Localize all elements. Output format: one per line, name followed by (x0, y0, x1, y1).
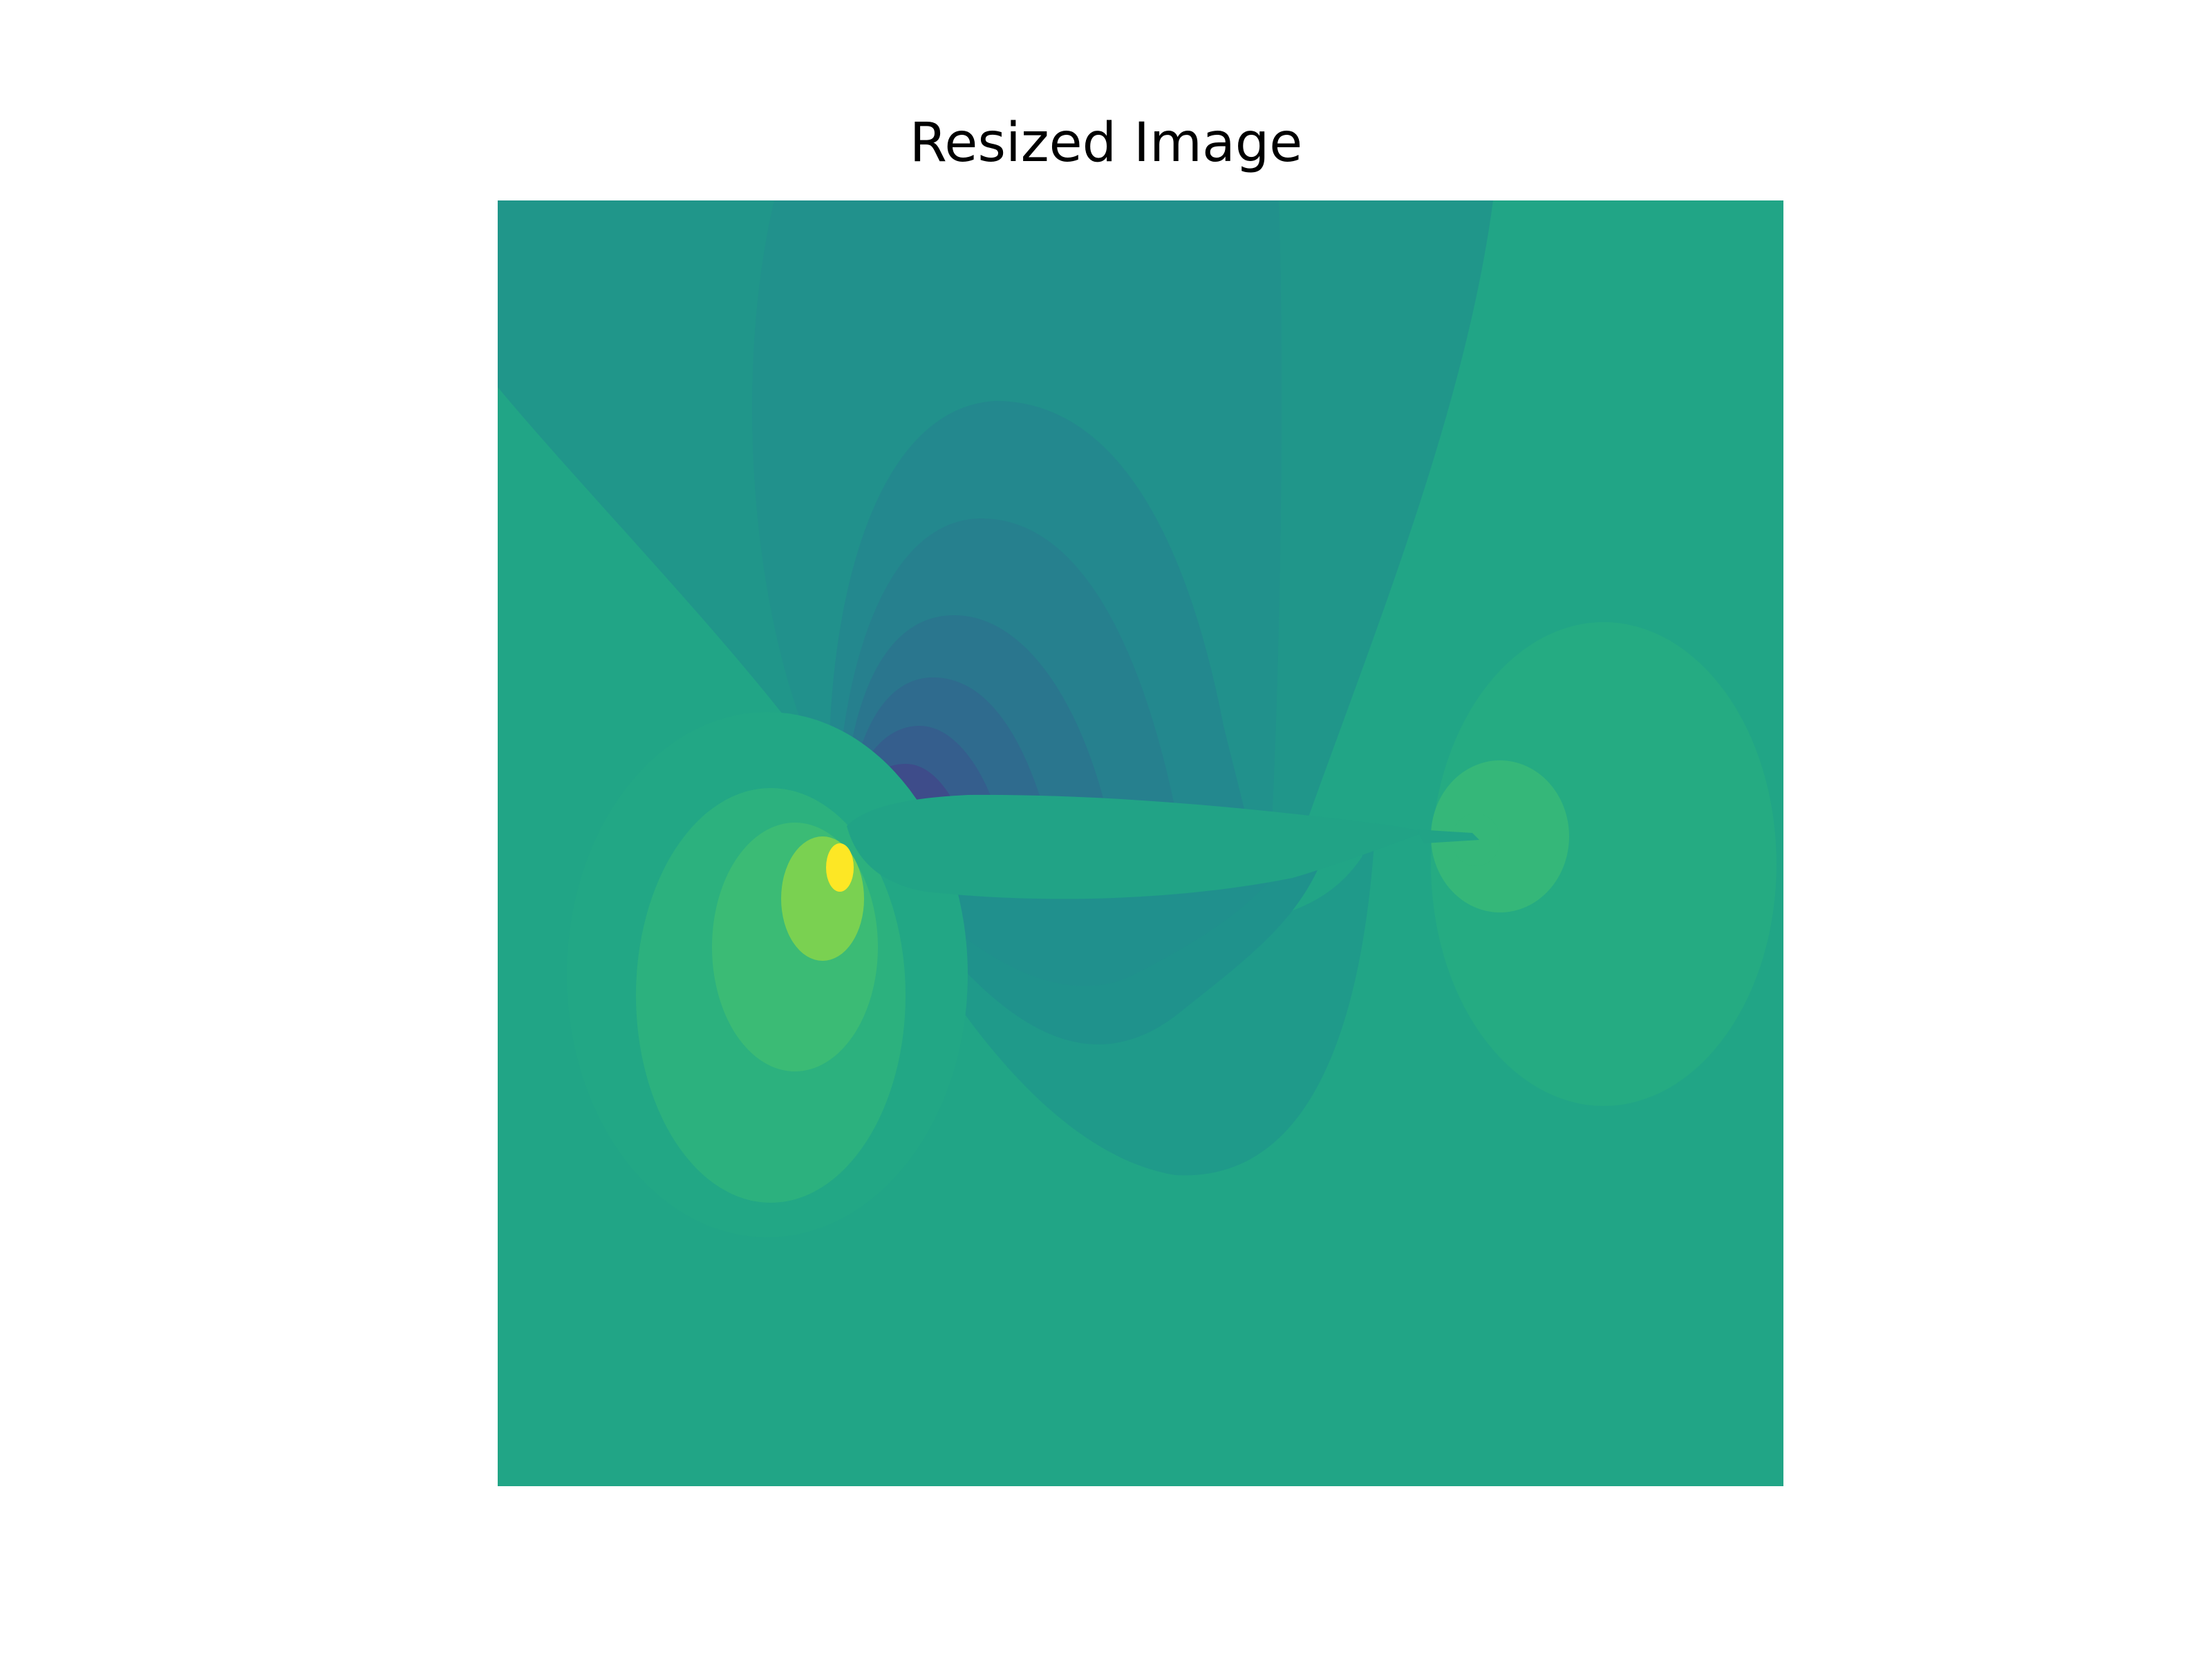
wake-mid (1431, 760, 1569, 912)
airfoil-trailing-tip (1417, 830, 1479, 843)
figure-title: Resized Image (909, 112, 1303, 174)
pressure-field-image (498, 200, 1783, 1486)
airfoil-body (847, 794, 1424, 899)
wake-outer (1431, 622, 1777, 1106)
stagnation-peak (826, 843, 854, 892)
pressure-field-svg (498, 200, 1783, 1486)
lower-band-3 (912, 878, 1272, 986)
